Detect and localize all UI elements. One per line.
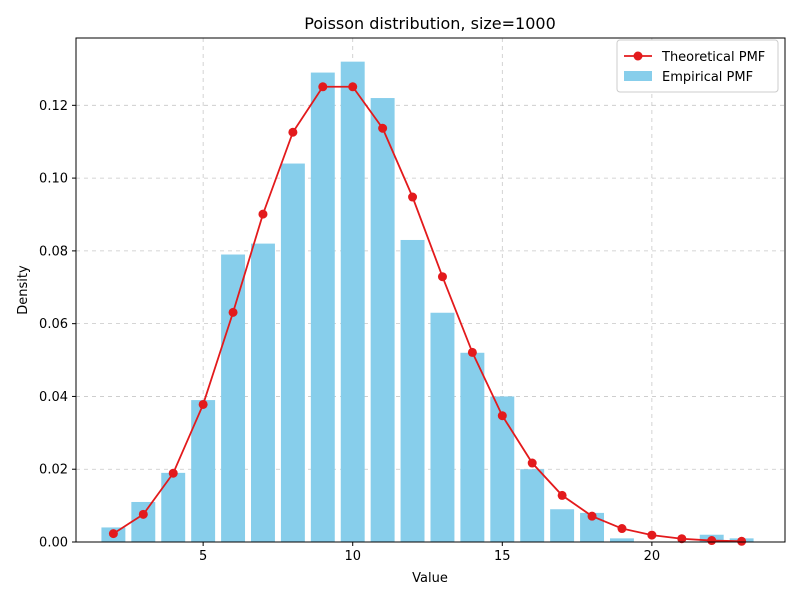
empirical-bar	[580, 512, 605, 542]
y-tick-label: 0.10	[39, 172, 68, 187]
empirical-bar	[131, 501, 156, 542]
y-axis-label: Density	[16, 265, 31, 315]
bars	[101, 61, 754, 543]
theoretical-pmf-line	[112, 85, 742, 543]
legend-bar-swatch	[624, 71, 652, 81]
empirical-bar	[400, 239, 425, 542]
theoretical-point	[707, 536, 717, 546]
theoretical-point	[378, 123, 388, 133]
theoretical-point	[587, 511, 597, 521]
theoretical-line	[108, 82, 747, 546]
theoretical-point	[408, 192, 418, 202]
empirical-bar	[280, 163, 305, 543]
empirical-bar	[191, 400, 216, 542]
theoretical-point	[108, 529, 118, 539]
theoretical-point	[617, 524, 627, 534]
theoretical-point	[198, 399, 208, 409]
empirical-bar	[340, 61, 365, 542]
x-tick-label: 20	[644, 549, 661, 564]
empirical-bar	[609, 538, 634, 542]
theoretical-point	[318, 82, 328, 92]
theoretical-point	[497, 411, 507, 421]
legend-label-empirical: Empirical PMF	[662, 70, 753, 85]
empirical-bar	[490, 396, 515, 542]
x-tick-label: 15	[494, 549, 511, 564]
x-axis-label: Value	[412, 571, 448, 586]
y-tick-label: 0.04	[39, 390, 68, 405]
theoretical-point	[258, 209, 268, 219]
x-tick-label: 10	[344, 549, 361, 564]
theoretical-point	[677, 534, 687, 544]
theoretical-point	[288, 127, 298, 137]
empirical-bar	[370, 98, 395, 542]
axes-frame	[75, 37, 786, 543]
empirical-bar	[430, 312, 455, 542]
y-tick-label: 0.00	[39, 536, 68, 551]
theoretical-point	[527, 458, 537, 468]
legend: Theoretical PMF Empirical PMF	[616, 39, 779, 93]
y-tick-label: 0.12	[39, 99, 68, 114]
empirical-bar	[221, 254, 246, 543]
legend-marker-swatch	[633, 51, 643, 61]
chart-title: Poisson distribution, size=1000	[304, 14, 556, 33]
theoretical-point	[437, 272, 447, 282]
theoretical-point	[467, 347, 477, 357]
y-tick-label: 0.06	[39, 317, 68, 332]
theoretical-point	[138, 509, 148, 519]
ticks: 5 10 15 20 0.00 0.02 0.04 0.06 0.08 0.10 0.12	[39, 99, 660, 564]
y-tick-label: 0.08	[39, 244, 68, 259]
empirical-bar	[520, 469, 545, 542]
x-tick-label: 5	[199, 549, 207, 564]
theoretical-point	[168, 468, 178, 478]
theoretical-point	[647, 530, 657, 540]
empirical-bar	[550, 509, 575, 542]
empirical-bar	[310, 72, 335, 542]
theoretical-point	[557, 490, 567, 500]
legend-label-theoretical: Theoretical PMF	[661, 50, 765, 65]
legend-box	[616, 39, 779, 93]
theoretical-point	[228, 307, 238, 317]
y-tick-label: 0.02	[39, 463, 68, 478]
empirical-bar	[161, 472, 186, 542]
theoretical-point	[348, 82, 358, 92]
empirical-bar	[460, 352, 485, 542]
theoretical-point	[737, 536, 747, 546]
empirical-bar	[251, 243, 275, 542]
